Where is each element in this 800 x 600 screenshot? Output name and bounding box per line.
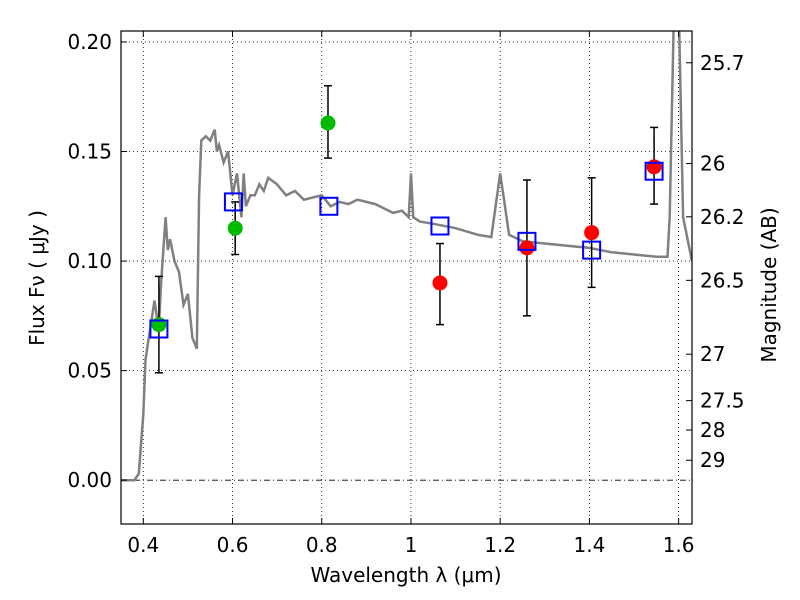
y-tick-label: 0.15 (67, 140, 112, 164)
x-tick-label: 0.8 (306, 533, 338, 557)
x-tick-label: 1.4 (573, 533, 605, 557)
model-point (319, 196, 339, 216)
data-point (646, 159, 662, 175)
model-point (517, 231, 537, 251)
x-tick-label: 1.6 (663, 533, 695, 557)
mag-tick-label: 26.2 (700, 205, 745, 229)
data-point (227, 220, 243, 236)
model-point (582, 240, 602, 260)
y-tick-label: 0.10 (67, 249, 112, 273)
model-point (149, 319, 169, 339)
mag-tick-label: 26 (700, 152, 725, 176)
y-tick-label: 0.00 (67, 468, 112, 492)
model-point (644, 161, 664, 181)
y-tick-label: 0.05 (67, 359, 112, 383)
y-tick-label: 0.20 (67, 30, 112, 54)
y-axis-ticks: 0.00 0.05 0.10 0.15 0.20 (67, 30, 127, 492)
data-point (151, 317, 167, 333)
model-point (430, 216, 450, 236)
spectrum-line (121, 31, 692, 482)
plot-frame (120, 30, 693, 525)
data-point (519, 240, 535, 256)
data-markers (149, 115, 664, 339)
mag-tick-label: 29 (700, 448, 725, 472)
model-spectrum (121, 31, 692, 482)
y-axis-label: Flux Fν ( μJy ) (25, 210, 49, 346)
mag-tick-label: 27.5 (700, 389, 745, 413)
data-point (584, 225, 600, 241)
mag-tick-label: 26.5 (700, 268, 745, 292)
right-axis-label: Magnitude (AB) (757, 207, 781, 362)
mag-tick-label: 27 (700, 342, 725, 366)
mag-tick-label: 25.7 (700, 51, 745, 75)
data-point (320, 115, 336, 131)
x-tick-label: 0.4 (127, 533, 159, 557)
x-axis-ticks: 0.4 0.6 0.8 1 1.2 1.4 1.6 (127, 31, 695, 557)
data-point (432, 275, 448, 291)
right-axis-ticks: 25.7 26 26.2 26.5 27 27.5 28 29 (686, 51, 745, 472)
x-tick-label: 0.6 (217, 533, 249, 557)
model-point (223, 192, 243, 212)
x-tick-label: 1.2 (484, 533, 516, 557)
x-axis-label: Wavelength λ (μm) (310, 563, 501, 587)
mag-tick-label: 28 (700, 418, 725, 442)
x-tick-label: 1 (405, 533, 418, 557)
